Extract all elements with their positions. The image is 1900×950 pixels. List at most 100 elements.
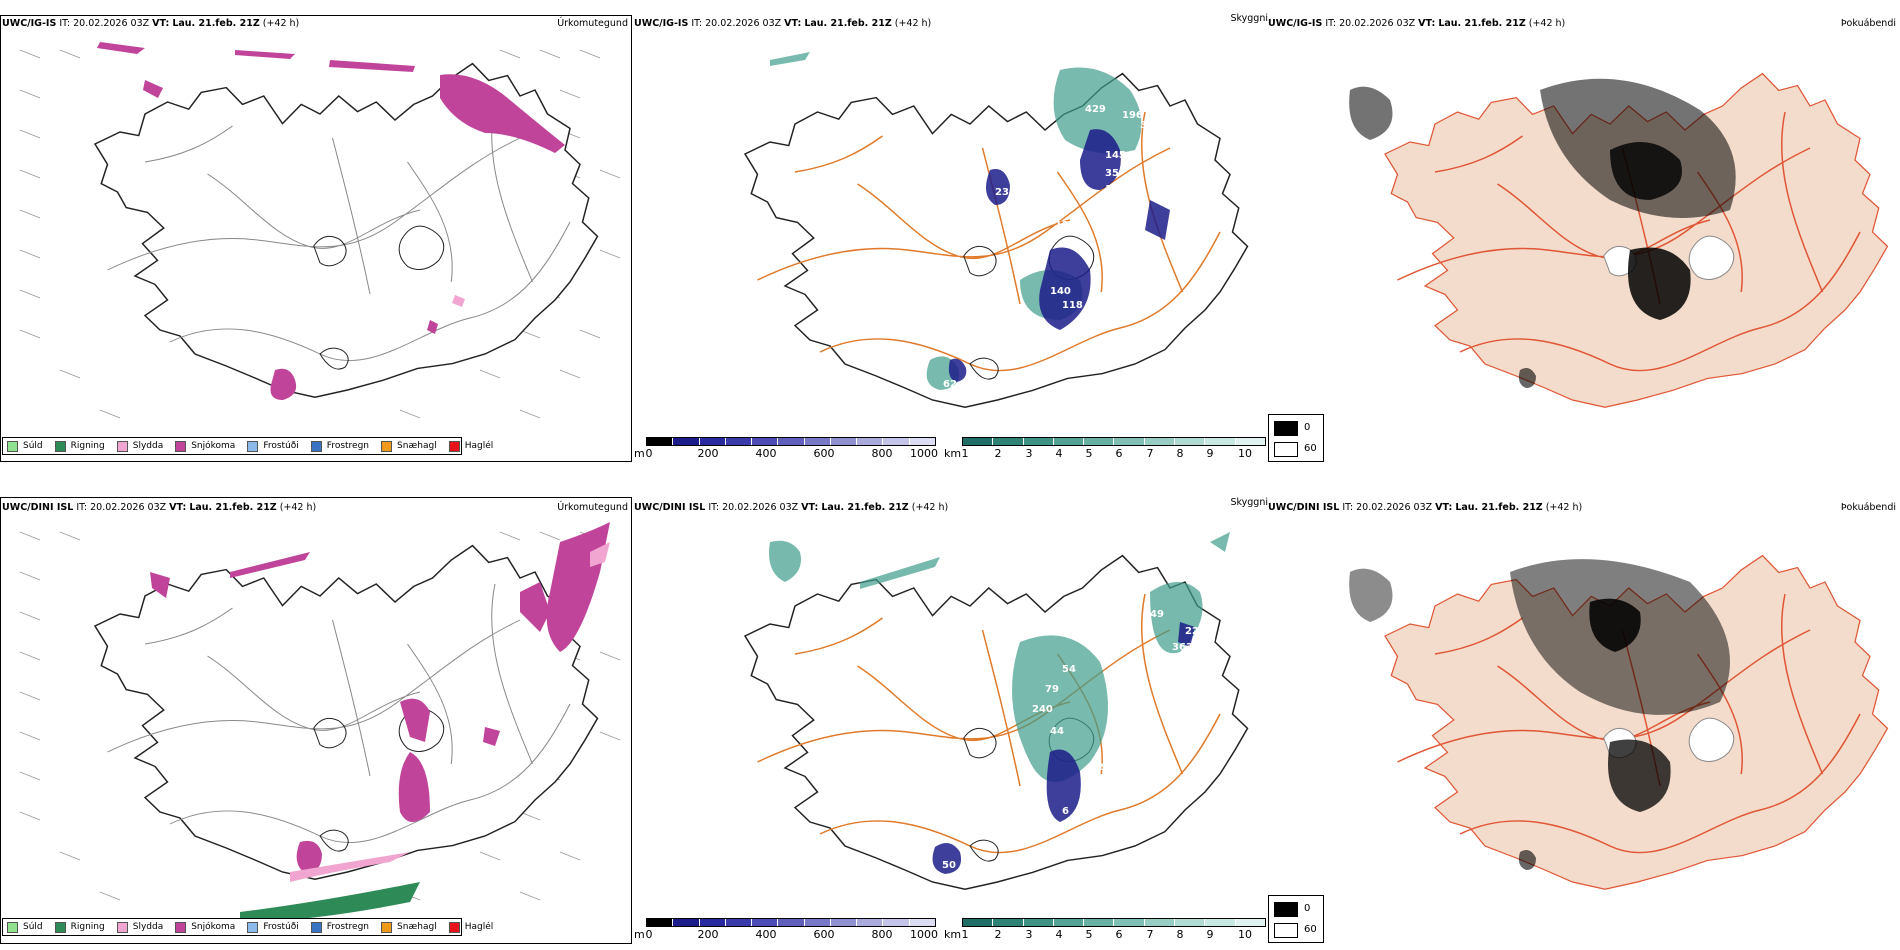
legend-label: Haglél: [464, 922, 494, 932]
tick-label: 200: [697, 928, 719, 941]
fog-legend-label: 0: [1304, 903, 1311, 914]
row2-fog-title: UWC/DINI ISL IT: 20.02.2026 03Z VT: Lau.…: [1268, 502, 1582, 513]
legend-label: Frostúði: [263, 922, 299, 932]
tick-label: 4: [1055, 928, 1063, 941]
legend-swatch: [7, 440, 18, 452]
tick-label: 1: [961, 928, 969, 941]
row2-fog-map: [1349, 554, 1889, 890]
vis-label: 35: [1105, 168, 1119, 179]
legend-swatch: [310, 440, 322, 452]
fog-index-areas: [1349, 78, 1736, 388]
row1-precip-name: Úrkomutegund: [557, 18, 628, 29]
tick-label: 5: [1085, 447, 1093, 460]
init-label: IT:: [1342, 502, 1354, 513]
valid-label: VT:: [784, 18, 802, 29]
vis-label: 240: [1032, 704, 1053, 715]
row1-precip-legend: Súld Rigning Slydda Snjókoma Frostúði Fr…: [2, 437, 493, 455]
legend-swatch: [448, 921, 460, 933]
vis-label: 84: [912, 844, 926, 855]
ceiling-unit: m: [634, 447, 645, 460]
tick-label: 0: [645, 447, 653, 460]
row1-fog-map: [1349, 72, 1889, 408]
legend-swatch: [381, 440, 393, 452]
model-name: UWC/IG-IS: [634, 18, 689, 29]
ceiling-ticks: 0 200 400 600 800 1000: [645, 928, 939, 942]
model-name: UWC/DINI ISL: [1268, 502, 1340, 513]
tick-label: 1: [961, 447, 969, 460]
vis-label: 13: [1055, 220, 1069, 231]
legend-swatch: [310, 921, 322, 933]
tick-label: 0: [645, 928, 653, 941]
visibility-unit: km: [944, 928, 962, 941]
valid-label: VT:: [169, 502, 187, 513]
valid-time: Lau. 21.feb. 21Z: [821, 502, 909, 513]
legend-label: Rigning: [70, 441, 105, 451]
legend-label: Frostregn: [326, 441, 370, 451]
visibility-unit: km: [944, 447, 962, 460]
legend-label: Frostúði: [263, 441, 299, 451]
legend-swatch: [116, 440, 128, 452]
tick-label: 5: [1085, 928, 1093, 941]
sleet-areas: [452, 295, 465, 307]
init-label: IT:: [59, 18, 71, 29]
tick-label: 8: [1176, 928, 1184, 941]
vis-label: 49: [1150, 609, 1164, 620]
tick-label: 10: [1238, 928, 1252, 941]
model-name: UWC/DINI ISL: [2, 502, 74, 513]
row1-fog-name: Þokuábendi: [1840, 18, 1896, 29]
row2-vis-name: Skyggni: [1230, 497, 1268, 508]
visibility-ticks: 1 2 3 4 5 6 7 8 9 10: [962, 447, 1266, 461]
row2-vis-title: UWC/DINI ISL IT: 20.02.2026 03Z VT: Lau.…: [634, 502, 948, 513]
ceiling-colorbar: [646, 918, 936, 927]
vis-label: 13: [1120, 200, 1134, 211]
tick-label: 400: [755, 447, 777, 460]
valid-time: Lau. 21.feb. 21Z: [1438, 18, 1526, 29]
vis-label: 31: [1120, 729, 1134, 740]
legend-label: Snæhagl: [397, 441, 437, 451]
row2-precip-title: UWC/DINI ISL IT: 20.02.2026 03Z VT: Lau.…: [2, 502, 316, 513]
tick-label: 7: [1146, 447, 1154, 460]
tick-label: 1000: [910, 928, 938, 941]
low-ceiling-areas: [932, 622, 1195, 874]
init-label: IT:: [708, 502, 720, 513]
legend-label: Snjókoma: [191, 922, 236, 932]
tick-label: 9: [1206, 928, 1214, 941]
valid-time: Lau. 21.feb. 21Z: [189, 502, 277, 513]
lead-time: (+42 h): [279, 502, 317, 513]
lead-time: (+42 h): [1528, 18, 1566, 29]
row2-vis-map: 49 220 363 737 54 79 240 44 31 12 6 84 5…: [744, 532, 1249, 890]
row2-fog-name: Þokuábendi: [1840, 502, 1896, 513]
init-label: IT:: [1325, 18, 1337, 29]
vis-label: 47: [1060, 334, 1074, 345]
tick-label: 600: [813, 928, 835, 941]
vis-label: 75: [1148, 262, 1162, 273]
tick-label: 3: [1025, 928, 1033, 941]
row2-precip-name: Úrkomutegund: [557, 502, 628, 513]
valid-time: Lau. 21.feb. 21Z: [804, 18, 892, 29]
tick-label: 4: [1055, 447, 1063, 460]
legend-label: Rigning: [70, 922, 105, 932]
ceiling-unit: m: [634, 928, 645, 941]
fog-legend-label: 0: [1304, 422, 1311, 433]
vis-label: 363: [1172, 642, 1193, 653]
tick-label: 9: [1206, 447, 1214, 460]
vis-label: 54: [1062, 664, 1076, 675]
fog-legend-label: 60: [1304, 924, 1317, 935]
tick-label: 6: [1115, 447, 1123, 460]
visibility-colorbar: [962, 437, 1266, 446]
tick-label: 6: [1115, 928, 1123, 941]
vis-label: 23: [995, 187, 1009, 198]
row1-fog-title: UWC/IG-IS IT: 20.02.2026 03Z VT: Lau. 21…: [1268, 18, 1565, 29]
legend-label: Súld: [23, 922, 43, 932]
vis-label: 40: [1155, 190, 1169, 201]
rain-areas: [240, 882, 420, 922]
legend-label: Snæhagl: [397, 922, 437, 932]
visibility-colorbar: [962, 918, 1266, 927]
legend-swatch: [247, 921, 259, 933]
row1-precip-frame: [0, 15, 632, 462]
model-name: UWC/IG-IS: [1268, 18, 1323, 29]
ceiling-colorbar: [646, 437, 936, 446]
vis-label: 62: [943, 379, 957, 390]
lead-time: (+42 h): [1545, 502, 1583, 513]
iceland-outline: [744, 72, 1249, 408]
